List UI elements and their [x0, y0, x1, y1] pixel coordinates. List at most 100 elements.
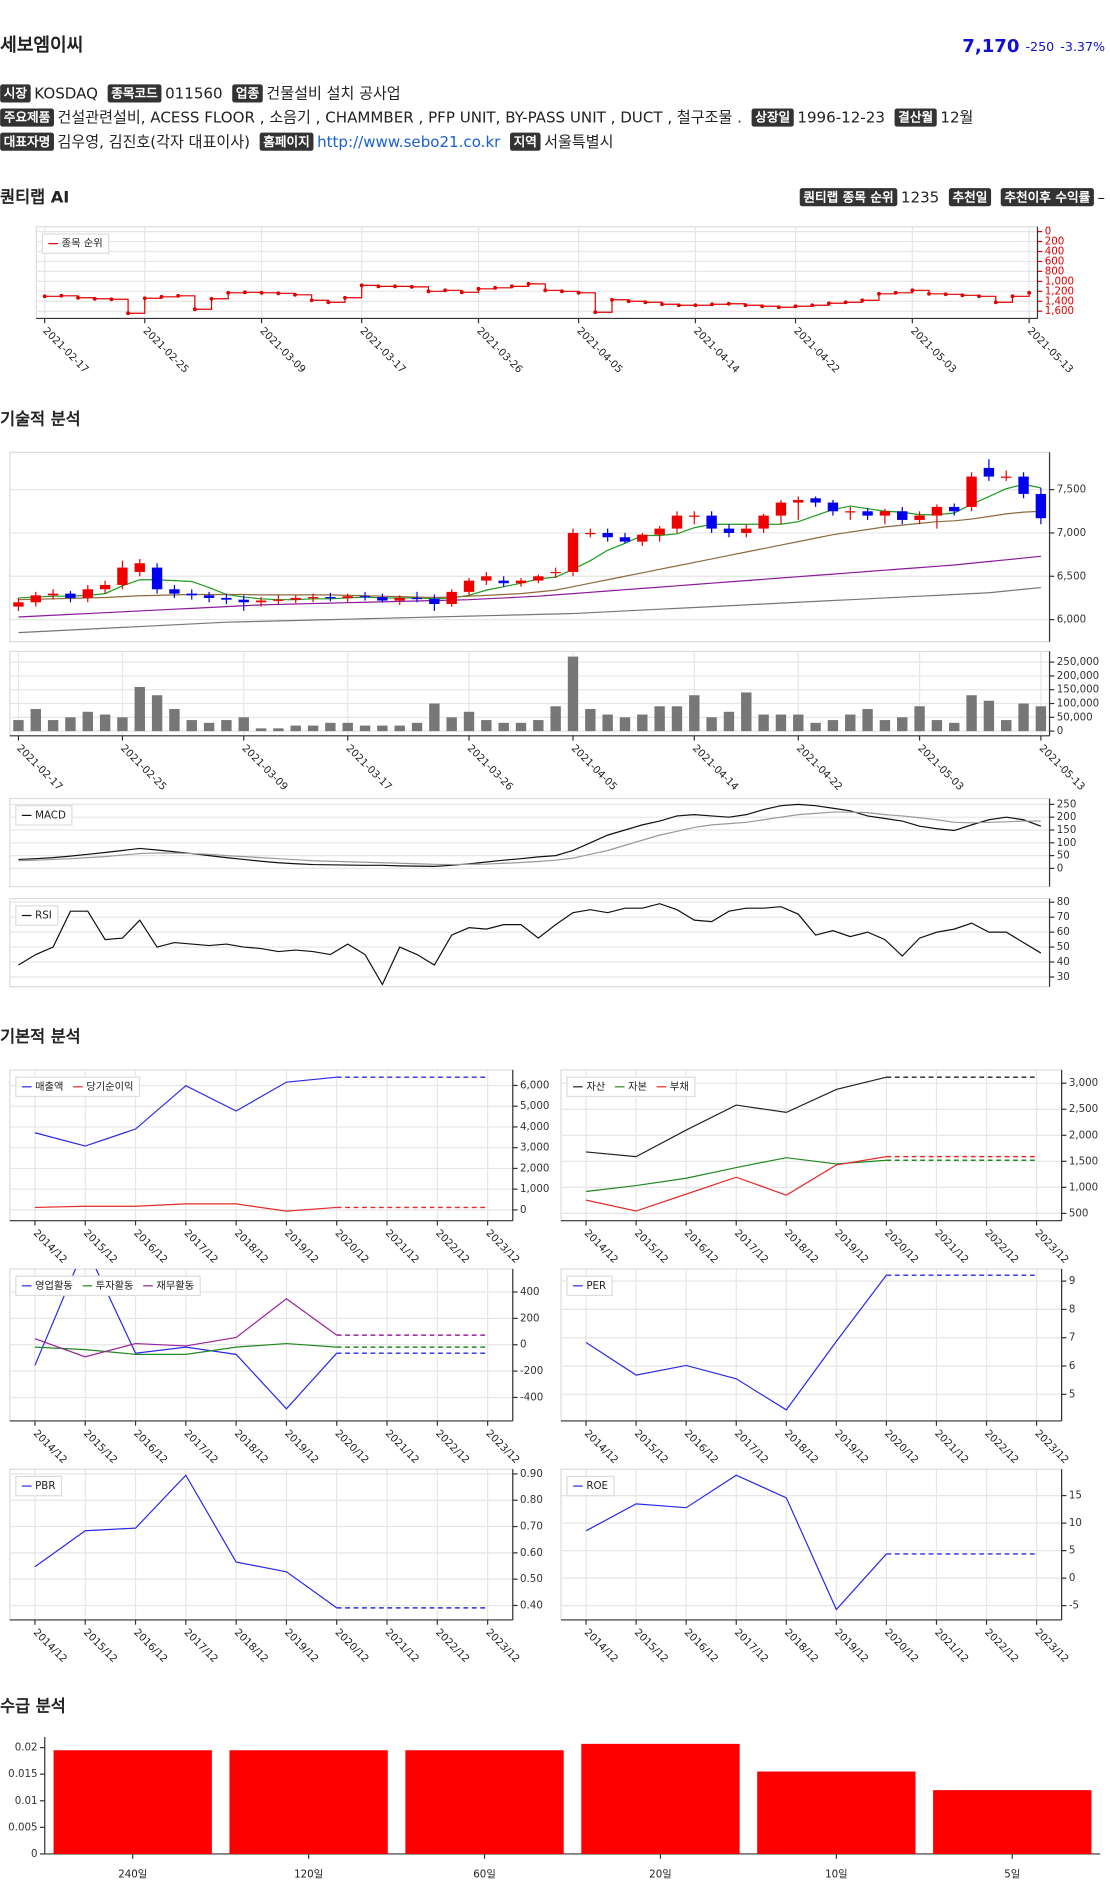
- rank-dot: [309, 298, 314, 303]
- plot: [18, 803, 1042, 867]
- rank-dot: [326, 300, 331, 305]
- rank-dot: [826, 301, 831, 306]
- badge: [751, 108, 794, 127]
- candle-body: [706, 515, 717, 529]
- bar: [446, 717, 457, 732]
- rank-dot: [543, 288, 548, 293]
- info-value: 12월: [940, 109, 973, 127]
- rank-dot: [242, 290, 247, 295]
- candle-body: [429, 598, 440, 605]
- y-tick-label: 1,200: [1045, 285, 1074, 297]
- series-line: [18, 903, 1042, 986]
- rank-dot: [693, 303, 698, 308]
- y-tick-label: 6,500: [1057, 570, 1086, 582]
- bar: [914, 706, 925, 732]
- candle-body: [134, 563, 145, 572]
- badge-label: 지역: [514, 134, 537, 149]
- legend-label: 자본: [628, 1081, 647, 1093]
- y-tick-label: 1,600: [1045, 305, 1074, 317]
- x-tick-label: 2021/12: [383, 1428, 422, 1467]
- series-line: [18, 811, 1041, 866]
- price-block: 7,170 -250 -3.37%: [962, 36, 1105, 57]
- candle-body: [689, 515, 700, 517]
- y-tick-label: 10: [1069, 1517, 1082, 1529]
- y-tick-label: 150: [1057, 824, 1077, 836]
- series-line: [34, 1474, 338, 1609]
- price: 7,170: [962, 36, 1019, 57]
- y-tick-label: 3,000: [520, 1142, 549, 1154]
- info-value: KOSDAQ: [34, 85, 98, 103]
- candle-body: [602, 532, 613, 538]
- series-line: [585, 1156, 887, 1212]
- rank-dot: [943, 292, 948, 297]
- rank-dot: [610, 297, 614, 302]
- x-tick-label: 2021-02-25: [141, 325, 192, 376]
- candle-body: [862, 511, 873, 516]
- x-tick-label: 2021-03-26: [465, 742, 516, 793]
- candle-body: [446, 591, 457, 605]
- bar: [325, 722, 336, 732]
- x-tick-label: 2021-03-17: [357, 325, 408, 376]
- x-tick-label: 2021-03-17: [343, 742, 394, 793]
- y-tick-label: 0.60: [520, 1547, 543, 1559]
- y-tick-label: 0: [1057, 725, 1064, 737]
- x-tick-label: 2014/12: [31, 1428, 70, 1467]
- bar: [810, 722, 821, 732]
- bar: [290, 725, 301, 732]
- bar: [793, 714, 804, 732]
- candle-body: [793, 500, 804, 503]
- bar: [394, 725, 405, 732]
- rank-dot: [676, 303, 681, 308]
- x-tick-label: 2022/12: [982, 1428, 1021, 1467]
- x-tick-label: 2015/12: [632, 1227, 671, 1266]
- section-title: 기술적 분석: [0, 409, 81, 428]
- y-tick-label: 6,000: [1057, 614, 1086, 626]
- rank-dot: [343, 295, 347, 300]
- legend: 영업활동 투자활동 재무활동: [15, 1275, 201, 1297]
- legend-label: RSI: [35, 910, 52, 922]
- candle-body: [82, 589, 93, 598]
- x-tick-label: 2015/12: [81, 1627, 120, 1666]
- plot: [53, 1743, 1092, 1854]
- legend-label: 영업활동: [35, 1279, 73, 1292]
- homepage-link[interactable]: http://www.sebo21.co.kr: [317, 133, 501, 151]
- legend: 자산 자본 부채: [566, 1076, 696, 1098]
- legend-label: 자산: [586, 1081, 605, 1093]
- legend-box: [15, 905, 59, 926]
- x-tick-label: 2020/12: [332, 1428, 371, 1467]
- x-tick-label: 2021-04-05: [574, 325, 625, 376]
- x-tick-label: 2022/12: [433, 1627, 472, 1666]
- plot: [34, 1268, 488, 1410]
- badge: [799, 188, 898, 207]
- candle-body: [585, 532, 596, 535]
- x-tick-label: 2023/12: [483, 1428, 522, 1467]
- candle-body: [671, 515, 683, 529]
- y-tick-label: 1,500: [1069, 1155, 1098, 1167]
- y-tick-label: 0.80: [520, 1494, 543, 1506]
- plot-area: [560, 1268, 1063, 1422]
- plot-area: [9, 650, 1051, 737]
- y-tick-label: 100: [1057, 837, 1077, 849]
- y-tick-label: 8: [1069, 1303, 1076, 1315]
- plot: [585, 1076, 1037, 1212]
- series-line: [34, 1203, 337, 1212]
- x-tick-label: 2016/12: [682, 1428, 721, 1467]
- x-tick-label: 2022/12: [982, 1227, 1021, 1266]
- badge: [510, 132, 541, 151]
- candle-body: [463, 580, 475, 592]
- candle-body: [567, 532, 579, 572]
- x-tick-label: 2022/12: [433, 1428, 472, 1467]
- x-tick-label: 2016/12: [682, 1227, 721, 1266]
- y-tick-label: 0: [1069, 1572, 1076, 1584]
- series-line: [586, 1076, 887, 1158]
- bar: [359, 725, 371, 732]
- bar: [273, 728, 284, 732]
- plot: [34, 1474, 488, 1609]
- bar: [827, 720, 839, 732]
- info-row: 대표자명 김우영, 김진호(각자 대표이사) 홈페이지 http://www.sebo…: [0, 132, 613, 151]
- info-value: 김우영, 김진호(각자 대표이사): [58, 133, 250, 151]
- plot: [13, 656, 1047, 732]
- plot: [34, 1076, 488, 1212]
- x-tick-label: 2018/12: [782, 1428, 821, 1467]
- y-tick-label: -400: [520, 1391, 543, 1403]
